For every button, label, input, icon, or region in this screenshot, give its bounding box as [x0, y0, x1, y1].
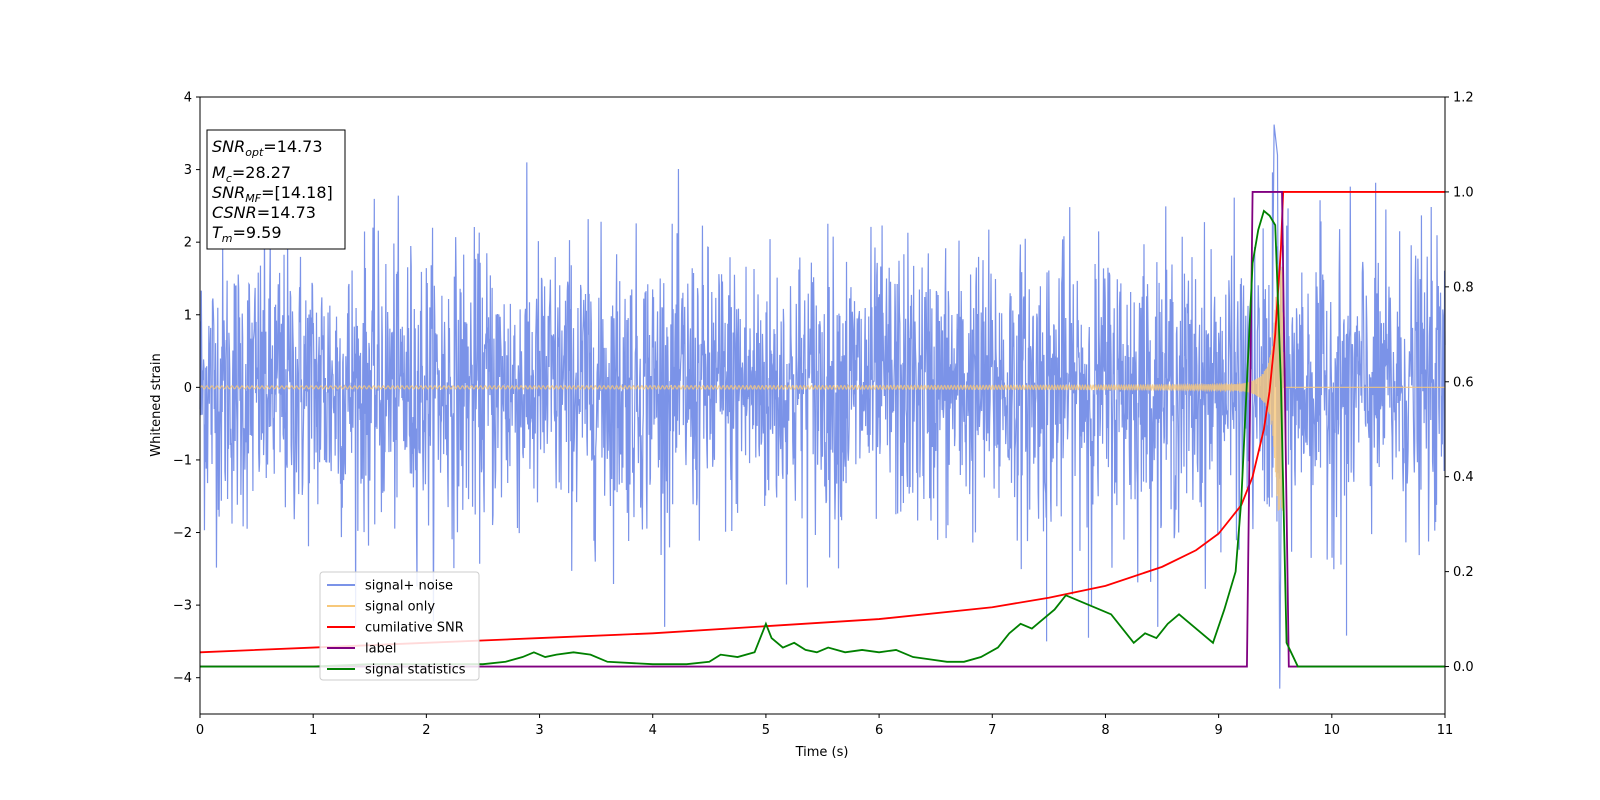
x-tick-label: 2 [422, 723, 430, 738]
series-signal-statistics [200, 209, 1445, 668]
y-left-tick-label: 0 [184, 381, 192, 396]
y-left-tick-label: −2 [173, 526, 192, 541]
y-left-tick-label: −1 [173, 453, 192, 468]
signal-noise-burst [1271, 124, 1283, 689]
y-right-tick-label: 0.8 [1453, 280, 1474, 295]
y-axis-left: −4 −3 −2 −1 0 1 2 3 4 [173, 91, 200, 686]
x-tick-label: 10 [1324, 723, 1341, 738]
x-tick-label: 4 [649, 723, 657, 738]
signal-statistics-line [200, 209, 1445, 668]
x-tick-label: 1 [309, 723, 317, 738]
y-right-tick-label: 1.2 [1453, 91, 1474, 106]
x-tick-label: 6 [875, 723, 883, 738]
y-right-tick-label: 0.4 [1453, 470, 1474, 485]
signal-noise-line [199, 162, 1446, 627]
y-left-tick-label: 1 [184, 308, 192, 323]
x-tick-label: 11 [1437, 723, 1454, 738]
info-box: SNRopt=14.73 Mc=28.27 SNRMF=[14.18] CSNR… [206, 129, 346, 250]
info-mc: Mc=28.27 [212, 163, 291, 185]
y-left-tick-label: −4 [173, 671, 192, 686]
info-snr-opt: SNRopt=14.73 [212, 137, 323, 159]
legend-label: signal only [365, 600, 435, 615]
legend-label: signal statistics [365, 663, 466, 678]
x-tick-label: 3 [535, 723, 543, 738]
legend: signal+ noise signal only cumilative SNR la… [319, 571, 480, 681]
x-tick-label: 5 [762, 723, 770, 738]
x-tick-label: 0 [196, 723, 204, 738]
legend-label: label [365, 642, 396, 657]
info-csnr: CSNR=14.73 [212, 203, 316, 222]
x-axis-label: Time (s) [795, 745, 849, 760]
plot-frame [199, 96, 1446, 715]
legend-label: signal+ noise [365, 579, 453, 594]
y-left-tick-label: 2 [184, 236, 192, 251]
series-signal-noise [199, 124, 1446, 689]
info-snr-mf: SNRMF=[14.18] [212, 183, 333, 205]
y-right-tick-label: 0.6 [1453, 375, 1474, 390]
x-tick-label: 7 [988, 723, 996, 738]
series-signal-only [199, 264, 1445, 511]
y-right-tick-label: 0.2 [1453, 565, 1474, 580]
y-left-tick-label: 4 [184, 91, 192, 106]
legend-label: cumilative SNR [365, 621, 464, 636]
y-axis-label: Whitened strain [149, 353, 164, 456]
y-right-tick-label: 0.0 [1453, 660, 1474, 675]
y-axis-right: 0.0 0.2 0.4 0.6 0.8 1.0 1.2 [1445, 91, 1474, 675]
info-box-frame [206, 129, 346, 250]
y-left-tick-label: 3 [184, 163, 192, 178]
x-axis: 0 1 2 3 4 5 6 7 8 9 10 11 [196, 714, 1453, 738]
y-right-tick-label: 1.0 [1453, 185, 1474, 200]
x-tick-label: 8 [1101, 723, 1109, 738]
info-tm: Tm=9.59 [212, 223, 282, 245]
y-left-tick-label: −3 [173, 599, 192, 614]
signal-only-line [199, 264, 1445, 511]
x-tick-label: 9 [1214, 723, 1222, 738]
legend-frame [319, 571, 480, 681]
